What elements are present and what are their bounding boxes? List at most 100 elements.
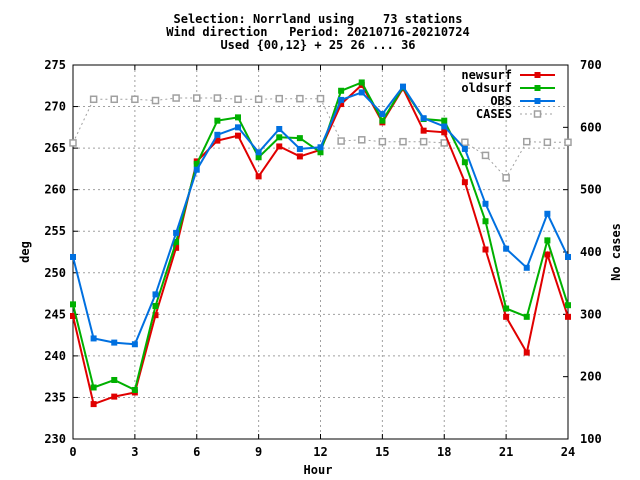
data-point: [173, 244, 180, 251]
data-point: [235, 124, 241, 131]
x-tick-label: 18: [437, 445, 451, 459]
y-tick-label: 260: [44, 183, 66, 197]
legend-swatch-marker: [534, 85, 541, 91]
data-point: [213, 94, 222, 102]
grid: [73, 65, 568, 439]
data-point: [152, 291, 159, 298]
y-tick-label: 255: [44, 224, 66, 238]
data-point: [173, 229, 180, 236]
data-point: [276, 143, 283, 150]
data-point: [358, 136, 366, 144]
data-point: [89, 95, 98, 104]
data-point: [317, 149, 324, 156]
data-point: [255, 149, 262, 156]
data-point: [481, 151, 490, 160]
data-point: [441, 117, 448, 124]
y-axis-label: deg: [18, 241, 32, 263]
chart-title-line-3: Used {00,12} + 25 26 ... 36: [220, 38, 415, 52]
data-point: [110, 95, 118, 104]
data-point: [338, 101, 345, 108]
y2-tick-label: 300: [580, 307, 602, 321]
x-tick-label: 12: [313, 445, 327, 459]
x-tick-label: 15: [375, 445, 389, 459]
data-point: [69, 139, 77, 147]
series-layer: [69, 79, 572, 408]
data-point: [111, 339, 118, 346]
data-point: [378, 137, 387, 146]
data-point: [317, 144, 324, 151]
data-point: [419, 137, 428, 146]
legend-swatch-marker: [534, 72, 541, 78]
data-point: [440, 139, 448, 147]
data-point: [420, 127, 427, 134]
data-point: [255, 173, 262, 180]
data-point: [399, 137, 407, 146]
data-point: [172, 94, 180, 102]
data-point: [70, 253, 76, 260]
data-point: [420, 115, 427, 122]
data-point: [482, 218, 489, 225]
data-point: [276, 134, 283, 141]
data-point: [503, 305, 510, 312]
data-point: [543, 138, 552, 147]
x-tick-label: 21: [499, 445, 513, 459]
data-point: [152, 312, 159, 319]
legend-label: OBS: [490, 94, 512, 108]
legend-item-newsurf: newsurf: [461, 68, 555, 82]
data-point: [400, 83, 406, 90]
data-point: [90, 335, 97, 342]
legend-item-cases: CASES: [476, 107, 555, 121]
y2-tick-label: 700: [580, 58, 602, 72]
y-tick-label: 240: [44, 349, 66, 363]
data-point: [461, 179, 468, 186]
y2-tick-label: 500: [580, 183, 602, 197]
data-point: [254, 95, 263, 104]
legend-label: oldsurf: [461, 81, 512, 95]
y-tick-label: 275: [44, 58, 66, 72]
data-point: [544, 251, 551, 258]
data-point: [564, 138, 572, 147]
data-point: [296, 153, 303, 160]
data-point: [482, 246, 489, 253]
y-tick-label: 245: [44, 307, 66, 321]
legend-label: CASES: [476, 107, 512, 121]
x-tick-label: 6: [193, 445, 200, 459]
y2-tick-label: 600: [580, 120, 602, 134]
data-point: [70, 312, 76, 319]
data-point: [461, 159, 468, 166]
data-point: [379, 117, 386, 124]
data-point: [461, 138, 469, 147]
data-point: [111, 393, 118, 400]
data-point: [358, 89, 365, 96]
data-point: [214, 131, 221, 138]
legend-item-obs: OBS: [490, 94, 555, 108]
y2-axis-label: No cases: [609, 223, 623, 281]
legend-swatch-marker: [534, 98, 541, 104]
data-point: [275, 94, 283, 103]
data-point: [544, 237, 551, 244]
data-point: [523, 313, 530, 320]
legend-item-oldsurf: oldsurf: [461, 81, 555, 95]
data-point: [503, 245, 510, 252]
y-tick-label: 250: [44, 266, 66, 280]
data-point: [523, 264, 530, 271]
x-tick-label: 0: [69, 445, 76, 459]
data-point: [337, 137, 345, 145]
legend-swatch-marker: [533, 110, 542, 118]
chart-title-line-1: Selection: Norrland using 73 stations: [174, 12, 463, 26]
data-point: [193, 160, 200, 167]
chart-title-line-2: Wind direction Period: 20210716-20210724: [166, 25, 469, 39]
axis-ticks: 0 3 6 9 12 15 18 21 24 230 235 240 245 250 255 260 265 27…: [44, 58, 601, 459]
data-point: [214, 117, 221, 124]
y2-tick-label: 100: [580, 432, 602, 446]
data-point: [90, 401, 97, 408]
data-point: [70, 301, 76, 308]
data-point: [565, 313, 571, 320]
data-point: [296, 94, 304, 103]
x-tick-label: 24: [561, 445, 575, 459]
data-point: [523, 137, 531, 146]
data-point: [544, 210, 551, 217]
data-point: [338, 96, 345, 103]
